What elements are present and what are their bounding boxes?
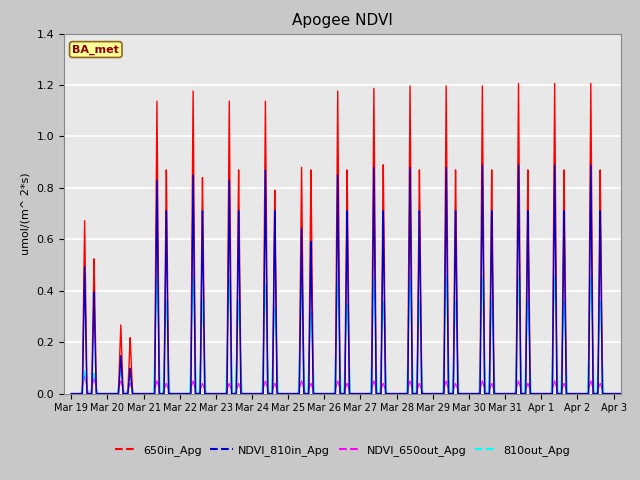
Legend: 650in_Apg, NDVI_810in_Apg, NDVI_650out_Apg, 810out_Apg: 650in_Apg, NDVI_810in_Apg, NDVI_650out_A… <box>111 440 574 460</box>
Title: Apogee NDVI: Apogee NDVI <box>292 13 393 28</box>
Y-axis label: umol/(m^ 2*s): umol/(m^ 2*s) <box>21 172 31 255</box>
Text: BA_met: BA_met <box>72 44 119 55</box>
